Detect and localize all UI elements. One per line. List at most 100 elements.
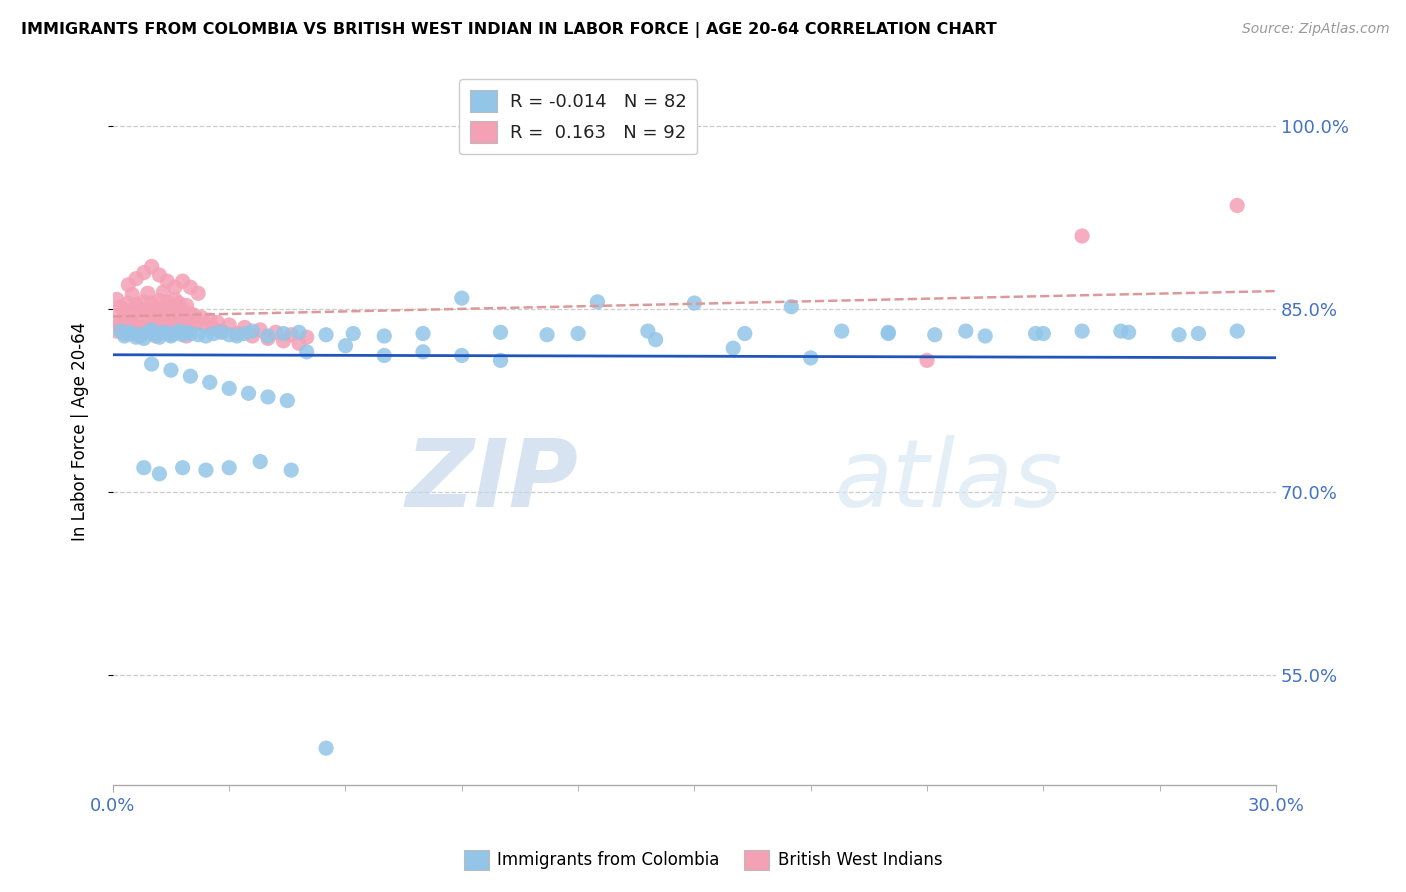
Point [163, 293, 186, 307]
Point [117, 296, 139, 310]
Point [273, 334, 295, 348]
Point [915, 353, 938, 368]
Point [877, 326, 900, 341]
Point [141, 260, 163, 274]
Point [136, 286, 159, 301]
Point [315, 327, 337, 342]
Point [105, 308, 128, 322]
Point [148, 268, 170, 282]
Point [145, 324, 167, 338]
Point [637, 324, 659, 338]
Point [172, 274, 194, 288]
Point [238, 386, 260, 401]
Point [249, 323, 271, 337]
Point [226, 329, 249, 343]
Point [156, 294, 179, 309]
Point [176, 329, 198, 343]
Point [179, 280, 201, 294]
Point [125, 297, 148, 311]
Point [160, 301, 183, 315]
Point [1118, 326, 1140, 340]
Point [280, 327, 302, 342]
Point [218, 381, 240, 395]
Point [412, 326, 434, 341]
Point [209, 326, 232, 340]
Point [194, 319, 217, 334]
Point [136, 314, 159, 328]
Point [780, 300, 803, 314]
Point [117, 326, 139, 341]
Point [335, 339, 357, 353]
Point [489, 326, 512, 340]
Point [226, 326, 249, 341]
Point [114, 320, 136, 334]
Point [172, 323, 194, 337]
Point [800, 351, 823, 365]
Point [125, 330, 148, 344]
Point [412, 344, 434, 359]
Point [198, 376, 221, 390]
Point [179, 307, 201, 321]
Point [187, 317, 209, 331]
Point [207, 316, 229, 330]
Point [152, 285, 174, 299]
Point [160, 323, 183, 337]
Point [257, 329, 280, 343]
Point [136, 304, 159, 318]
Point [141, 296, 163, 310]
Point [167, 296, 190, 310]
Text: Source: ZipAtlas.com: Source: ZipAtlas.com [1241, 22, 1389, 37]
Point [974, 329, 997, 343]
Point [295, 330, 318, 344]
Legend: R = -0.014   N = 82, R =  0.163   N = 92: R = -0.014 N = 82, R = 0.163 N = 92 [458, 79, 697, 154]
Point [132, 266, 155, 280]
Point [450, 291, 472, 305]
Point [110, 300, 132, 314]
Point [141, 323, 163, 337]
Point [721, 341, 744, 355]
Point [536, 327, 558, 342]
Point [1226, 198, 1249, 212]
Point [373, 329, 395, 343]
Point [276, 393, 298, 408]
Point [489, 353, 512, 368]
Point [172, 314, 194, 328]
Point [955, 324, 977, 338]
Point [121, 326, 143, 341]
Point [734, 326, 756, 341]
Point [831, 324, 853, 338]
Point [1071, 229, 1094, 244]
Point [877, 326, 900, 340]
Point [233, 326, 256, 341]
Point [167, 302, 190, 317]
Point [295, 344, 318, 359]
Point [114, 326, 136, 341]
Point [257, 331, 280, 345]
Point [1025, 326, 1047, 341]
Point [183, 308, 205, 322]
Legend: Immigrants from Colombia, British West Indians: Immigrants from Colombia, British West I… [457, 843, 949, 877]
Point [176, 321, 198, 335]
Point [191, 310, 214, 325]
Point [156, 324, 179, 338]
Point [110, 317, 132, 331]
Point [110, 319, 132, 334]
Point [148, 319, 170, 334]
Point [132, 320, 155, 334]
Point [148, 330, 170, 344]
Point [141, 324, 163, 338]
Point [187, 286, 209, 301]
Point [924, 327, 946, 342]
Point [644, 333, 666, 347]
Point [683, 296, 706, 310]
Point [176, 326, 198, 340]
Text: atlas: atlas [834, 435, 1062, 526]
Point [1071, 324, 1094, 338]
Text: ZIP: ZIP [405, 434, 578, 526]
Point [156, 326, 179, 341]
Point [125, 324, 148, 338]
Point [280, 463, 302, 477]
Point [179, 314, 201, 328]
Text: IMMIGRANTS FROM COLOMBIA VS BRITISH WEST INDIAN IN LABOR FORCE | AGE 20-64 CORRE: IMMIGRANTS FROM COLOMBIA VS BRITISH WEST… [21, 22, 997, 38]
Point [114, 304, 136, 318]
